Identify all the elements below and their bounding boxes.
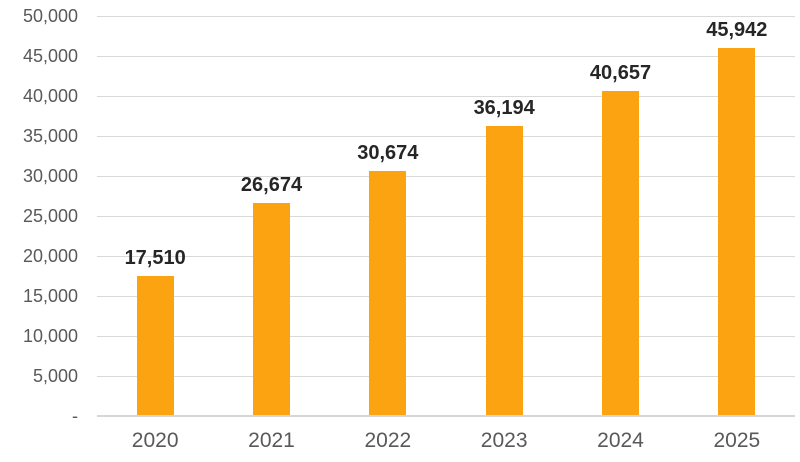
- x-axis-tick-label-2020: 2020: [131, 429, 179, 452]
- gridline: [97, 335, 795, 337]
- data-label-2020: 17,510: [124, 246, 186, 269]
- gridline: [97, 375, 795, 377]
- x-axis-tick-label-2023: 2023: [480, 429, 528, 452]
- y-axis-tick-label: 40,000: [22, 86, 78, 106]
- gridline: [97, 255, 795, 257]
- x-axis-tick-label-2025: 2025: [713, 429, 761, 452]
- bar-2021: [253, 202, 290, 415]
- gridline: [97, 215, 795, 217]
- bar-2022: [369, 170, 407, 415]
- x-axis-tick-label-2021: 2021: [248, 429, 295, 452]
- x-axis-baseline: [97, 415, 795, 417]
- gridline: [97, 95, 795, 97]
- x-axis-tick-label-2022: 2022: [364, 429, 412, 452]
- gridline: [97, 175, 795, 177]
- y-axis-tick-label: 25,000: [22, 206, 78, 226]
- data-label-2022: 30,674: [357, 141, 419, 164]
- y-axis-tick-label: 10,000: [22, 326, 78, 346]
- bar-2020: [136, 275, 174, 415]
- bar-2023: [485, 126, 523, 415]
- gridline: [97, 135, 795, 137]
- y-axis-tick-label: 30,000: [22, 166, 78, 186]
- y-axis-tick-label: 50,000: [22, 6, 78, 26]
- y-axis-tick-label: -: [72, 406, 78, 426]
- x-axis-tick-label-2024: 2024: [597, 429, 644, 452]
- gridline: [97, 55, 795, 57]
- data-label-2024: 40,657: [589, 61, 652, 84]
- y-axis-tick-label: 20,000: [22, 246, 78, 266]
- y-axis-tick-label: 5,000: [32, 366, 78, 386]
- bar-2025: [718, 48, 756, 415]
- bar-2024: [602, 90, 639, 415]
- y-axis-tick-label: 45,000: [22, 46, 78, 66]
- y-axis-tick-label: 35,000: [22, 126, 78, 146]
- gridline: [97, 15, 795, 17]
- gridline: [97, 295, 795, 297]
- y-axis-tick-label: 15,000: [22, 286, 78, 306]
- data-label-2025: 45,942: [706, 19, 768, 42]
- data-label-2021: 26,674: [240, 173, 303, 196]
- data-label-2023: 36,194: [473, 97, 535, 120]
